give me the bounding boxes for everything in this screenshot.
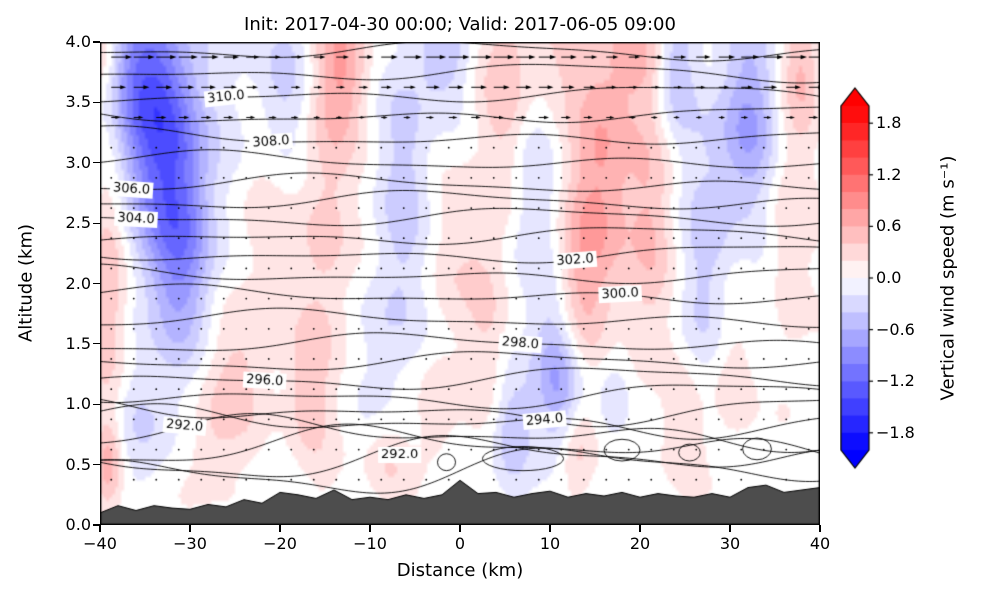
- x-tick-label: 0: [454, 534, 466, 553]
- y-tick-mark: [93, 282, 100, 285]
- x-tick-label: 40: [809, 534, 831, 553]
- colorbar-tick-label: 1.8: [876, 113, 902, 133]
- x-tick-label: 30: [719, 534, 741, 553]
- y-tick-mark: [93, 41, 100, 43]
- colorbar-tick-label: −1.2: [876, 371, 915, 391]
- y-tick-label: 0.5: [65, 454, 91, 474]
- x-tick-label: −20: [263, 534, 297, 553]
- x-tick-mark: [549, 525, 551, 532]
- y-axis-label: Altitude (km): [15, 223, 37, 343]
- colorbar-tick-label: −1.8: [876, 422, 915, 442]
- x-tick-mark: [819, 525, 821, 532]
- colorbar-tick-label: 0.0: [876, 268, 902, 287]
- x-tick-mark: [279, 525, 281, 532]
- x-tick-mark: [639, 525, 641, 532]
- y-tick-label: 3.5: [65, 92, 91, 112]
- y-tick-label: 2.5: [65, 213, 91, 233]
- y-tick-label: 3.0: [65, 152, 91, 172]
- x-tick-label: −40: [83, 534, 117, 553]
- y-tick-label: 2.0: [65, 273, 91, 293]
- y-tick-mark: [93, 222, 100, 224]
- plot-title: Init: 2017-04-30 00:00; Valid: 2017-06-0…: [244, 14, 676, 35]
- x-tick-label: 20: [629, 534, 651, 553]
- colorbar-tick-label: 0.6: [876, 216, 902, 236]
- x-tick-mark: [369, 525, 371, 532]
- x-tick-mark: [459, 525, 461, 532]
- cross-section-plot: [100, 42, 820, 525]
- y-tick-mark: [93, 403, 100, 405]
- colorbar-tick-label: 1.2: [876, 164, 902, 184]
- y-tick-mark: [93, 343, 100, 345]
- colorbar-label: Vertical wind speed (m s⁻¹): [937, 155, 959, 401]
- x-axis-label: Distance (km): [396, 560, 524, 581]
- x-tick-label: −30: [173, 534, 207, 553]
- y-tick-label: 0.0: [65, 515, 91, 534]
- x-tick-label: −10: [353, 534, 387, 553]
- y-tick-label: 1.0: [65, 394, 91, 414]
- y-tick-mark: [93, 162, 100, 164]
- y-tick-mark: [93, 101, 100, 103]
- y-tick-label: 4.0: [65, 32, 91, 51]
- colorbar: [840, 86, 874, 470]
- x-tick-mark: [99, 525, 101, 532]
- x-tick-mark: [729, 525, 731, 532]
- colorbar-tick-label: −0.6: [876, 319, 915, 339]
- y-tick-mark: [93, 524, 100, 526]
- y-tick-label: 1.5: [65, 333, 91, 353]
- x-tick-mark: [189, 525, 191, 532]
- y-tick-mark: [93, 464, 100, 466]
- x-tick-label: 10: [539, 534, 561, 553]
